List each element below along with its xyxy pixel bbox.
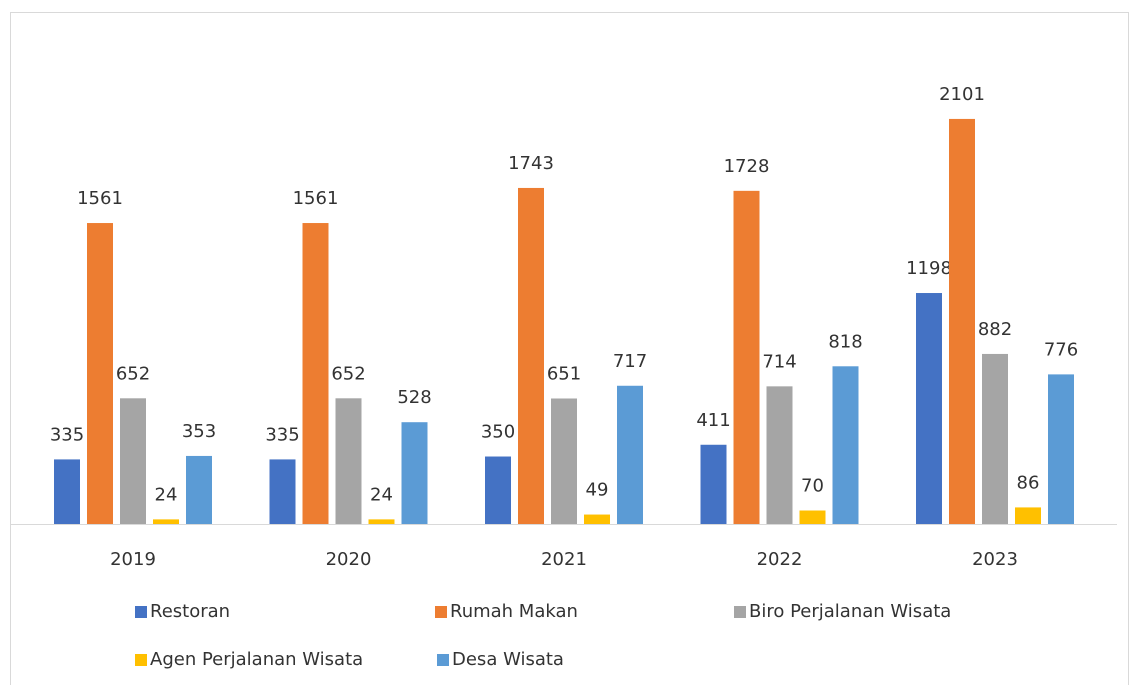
- bar: [120, 398, 146, 524]
- data-label: 1728: [724, 156, 770, 177]
- bar: [153, 519, 179, 524]
- bar: [799, 510, 826, 524]
- bar: [949, 118, 975, 525]
- legend-swatch: [435, 606, 447, 618]
- data-label: 335: [265, 424, 299, 445]
- bar: [584, 514, 610, 524]
- bar: [1015, 507, 1041, 524]
- data-label: 335: [50, 424, 84, 445]
- data-label: 1198: [906, 258, 952, 279]
- legend-label: Biro Perjalanan Wisata: [749, 601, 951, 622]
- bar: [832, 366, 859, 524]
- data-label: 528: [397, 387, 431, 408]
- data-label: 24: [370, 484, 393, 505]
- data-label: 714: [762, 351, 796, 372]
- bar: [617, 385, 643, 524]
- data-label: 2101: [939, 84, 985, 105]
- data-label: 818: [828, 331, 862, 352]
- bar: [87, 223, 113, 525]
- data-label: 652: [116, 363, 150, 384]
- bar: [733, 190, 760, 524]
- bar: [485, 456, 511, 524]
- x-tick-label: 2020: [326, 549, 372, 570]
- data-label: 86: [1017, 472, 1040, 493]
- bar: [916, 293, 942, 524]
- legend-label: Restoran: [150, 601, 230, 622]
- data-label: 70: [801, 476, 824, 497]
- data-label: 411: [696, 410, 730, 431]
- bar: [269, 459, 296, 524]
- legend-label: Desa Wisata: [452, 649, 564, 670]
- bar: [186, 455, 212, 524]
- bar: [54, 459, 80, 524]
- legend-swatch: [437, 654, 449, 666]
- bar: [518, 187, 544, 525]
- data-label: 1561: [77, 188, 123, 209]
- bar: [335, 398, 362, 524]
- data-label: 651: [547, 363, 581, 384]
- chart-border: [10, 12, 1129, 685]
- x-tick-label: 2021: [541, 549, 587, 570]
- data-label: 353: [182, 421, 216, 442]
- data-label: 1561: [293, 188, 339, 209]
- bar: [766, 386, 793, 524]
- legend-swatch: [135, 654, 147, 666]
- data-label: 350: [481, 422, 515, 443]
- x-tick-label: 2019: [110, 549, 156, 570]
- bar: [700, 444, 727, 524]
- bar: [302, 223, 329, 525]
- data-label: 1743: [508, 153, 554, 174]
- data-label: 717: [613, 351, 647, 372]
- bar: [982, 353, 1008, 524]
- bar: [401, 422, 428, 524]
- bar: [368, 519, 395, 524]
- data-label: 882: [978, 319, 1012, 340]
- legend-label: Agen Perjalanan Wisata: [150, 649, 363, 670]
- x-tick-label: 2022: [757, 549, 803, 570]
- legend-swatch: [135, 606, 147, 618]
- data-label: 776: [1044, 339, 1078, 360]
- bar: [1048, 374, 1074, 524]
- x-tick-label: 2023: [972, 549, 1018, 570]
- legend-label: Rumah Makan: [450, 601, 578, 622]
- data-label: 24: [155, 484, 178, 505]
- data-label: 49: [586, 480, 609, 501]
- bar: [551, 398, 577, 524]
- data-label: 652: [331, 363, 365, 384]
- legend-swatch: [734, 606, 746, 618]
